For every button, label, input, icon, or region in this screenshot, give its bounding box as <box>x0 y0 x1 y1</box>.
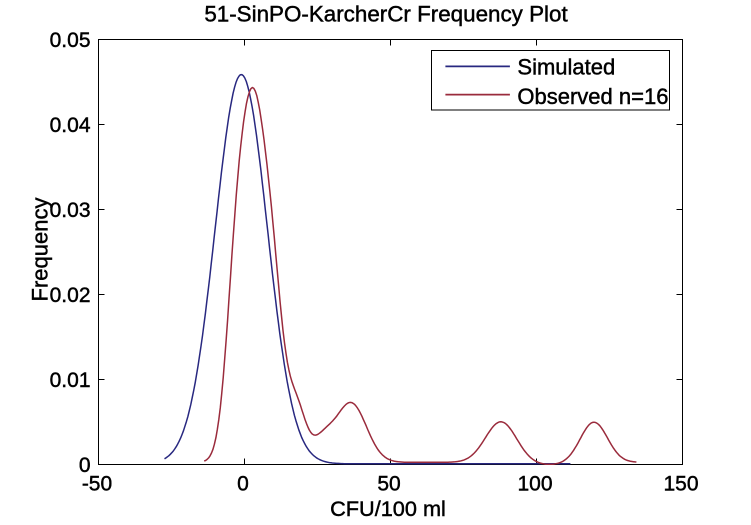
svg-text:Observed n=16: Observed n=16 <box>517 84 668 109</box>
svg-text:100: 100 <box>517 473 552 496</box>
svg-text:150: 150 <box>663 473 698 496</box>
svg-text:0: 0 <box>79 454 91 477</box>
svg-text:0: 0 <box>237 473 249 496</box>
svg-text:51-SinPO-KarcherCr Frequency P: 51-SinPO-KarcherCr Frequency Plot <box>204 2 568 27</box>
svg-text:0.04: 0.04 <box>50 114 91 137</box>
svg-text:0.01: 0.01 <box>50 369 91 392</box>
svg-text:0.02: 0.02 <box>50 284 91 307</box>
svg-text:50: 50 <box>377 473 400 496</box>
svg-text:Simulated: Simulated <box>517 54 615 79</box>
svg-text:-50: -50 <box>82 473 112 496</box>
svg-text:CFU/100 ml: CFU/100 ml <box>330 496 446 521</box>
svg-text:Frequency: Frequency <box>28 198 53 302</box>
svg-text:0.03: 0.03 <box>50 199 91 222</box>
svg-text:0.05: 0.05 <box>50 29 91 52</box>
